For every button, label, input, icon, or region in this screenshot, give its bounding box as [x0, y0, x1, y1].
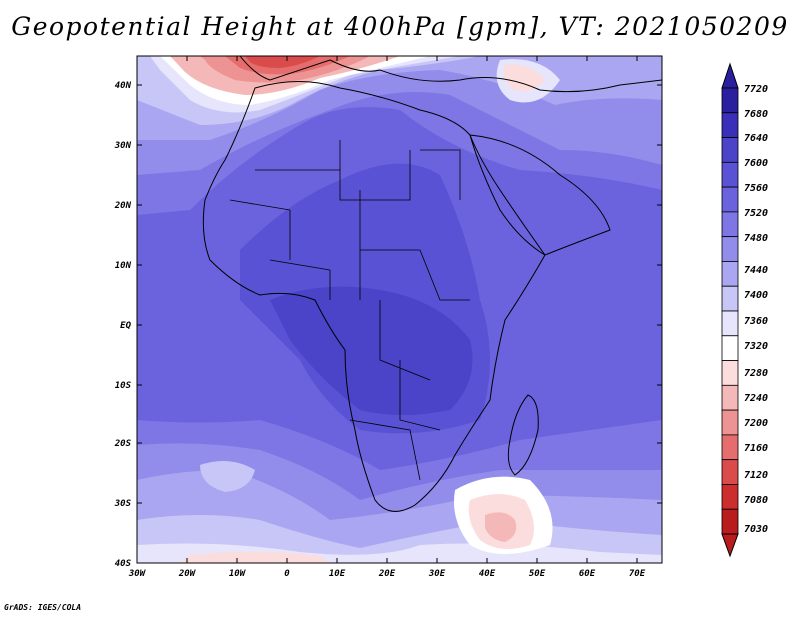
map-title: Geopotential Height at 400hPa [gpm], VT:…: [11, 12, 789, 41]
madagascar-coastline: [507, 394, 539, 476]
contour-blob-southwest: [200, 461, 255, 492]
colorbar-top-arrow: [721, 62, 739, 89]
contour-blob-east-pink: [503, 64, 545, 92]
map-panel: [137, 56, 662, 563]
country-borders: [229, 140, 470, 481]
colorbar-segment: [721, 285, 739, 312]
lon-label: 30W: [128, 569, 147, 579]
africa-coastline: [202, 81, 546, 512]
lat-label: 40S: [115, 559, 132, 569]
contour-blob-southeast-red: [485, 512, 517, 542]
lon-label: 30E: [428, 569, 446, 579]
arabia-coastline: [469, 134, 611, 256]
contour-band-7160-north: [245, 56, 320, 68]
colorbar-segment: [721, 409, 739, 436]
colorbar-label: 7560: [744, 183, 768, 194]
grads-credit: GrADS: IGES/COLA: [4, 603, 82, 612]
colorbar-label: 7120: [744, 470, 768, 481]
colorbar-label: 7480: [744, 233, 768, 244]
lat-label: 30N: [114, 141, 132, 151]
colorbar-segments: [721, 87, 739, 535]
lat-label: 20N: [114, 201, 132, 211]
colorbar-segment: [721, 161, 739, 188]
lon-label: 0: [284, 569, 290, 579]
colorbar-label: 7240: [744, 393, 768, 404]
colorbar-segment: [721, 112, 739, 138]
colorbar-labels: 7720 7680 7640 7600 7560 7520 7480 7440 …: [744, 84, 768, 535]
colorbar-label: 7440: [744, 265, 768, 276]
colorbar-label: 7720: [744, 84, 768, 95]
colorbar-segment: [721, 484, 739, 510]
lat-label: 10S: [115, 381, 132, 391]
longitude-axis: 30W 20W 10W 0 10E 20E 30E 40E 50E 60E 70…: [128, 56, 646, 579]
colorbar-segment: [721, 335, 739, 361]
lat-label: EQ: [120, 321, 131, 331]
lon-label: 10W: [229, 569, 247, 579]
lon-label: 60E: [579, 569, 596, 579]
colorbar-label: 7640: [744, 133, 768, 144]
lon-label: 20E: [378, 569, 396, 579]
colorbar-label: 7600: [744, 158, 768, 169]
contour-fill-layer: [137, 56, 662, 563]
lat-label: 40N: [115, 81, 132, 91]
colorbar-segment: [721, 186, 739, 213]
contour-band-7640-tropics: [270, 286, 473, 415]
colorbar-segment: [721, 384, 739, 411]
colorbar-segment: [721, 434, 739, 461]
colorbar-segment: [721, 508, 739, 535]
lon-label: 40E: [479, 569, 496, 579]
lon-label: 10E: [329, 569, 346, 579]
europe-coastline: [239, 56, 662, 93]
lat-label: 20S: [114, 439, 132, 449]
colorbar-label: 7520: [744, 208, 768, 219]
colorbar-label: 7320: [744, 341, 768, 352]
lon-label: 20W: [178, 569, 197, 579]
colorbar-segment: [721, 360, 739, 386]
colorbar-label: 7680: [744, 109, 768, 120]
colorbar-segment: [721, 87, 739, 114]
map-frame: [136, 55, 663, 564]
lon-label: 70E: [629, 569, 646, 579]
latitude-axis: 40N 30N 20N 10N EQ 10S 20S 30S 40S: [114, 81, 662, 569]
colorbar-label: 7200: [744, 418, 768, 429]
colorbar-label: 7160: [744, 443, 768, 454]
coastlines-layer: [202, 56, 662, 512]
lon-label: 50E: [529, 569, 546, 579]
colorbar-label: 7030: [744, 524, 768, 535]
colorbar: 7720 7680 7640 7600 7560 7520 7480 7440 …: [721, 62, 768, 558]
contour-strip-south-pink: [180, 551, 330, 563]
colorbar-segment: [721, 310, 739, 337]
colorbar-label: 7080: [744, 495, 768, 506]
lat-label: 10N: [115, 261, 132, 271]
colorbar-segment: [721, 236, 739, 262]
lat-label: 30S: [114, 499, 132, 509]
colorbar-bottom-arrow: [721, 533, 739, 558]
colorbar-segment: [721, 459, 739, 485]
colorbar-segment: [721, 261, 739, 287]
colorbar-label: 7360: [744, 316, 768, 327]
colorbar-label: 7280: [744, 368, 768, 379]
colorbar-segment: [721, 137, 739, 163]
colorbar-label: 7400: [744, 290, 768, 301]
colorbar-segment: [721, 211, 739, 238]
